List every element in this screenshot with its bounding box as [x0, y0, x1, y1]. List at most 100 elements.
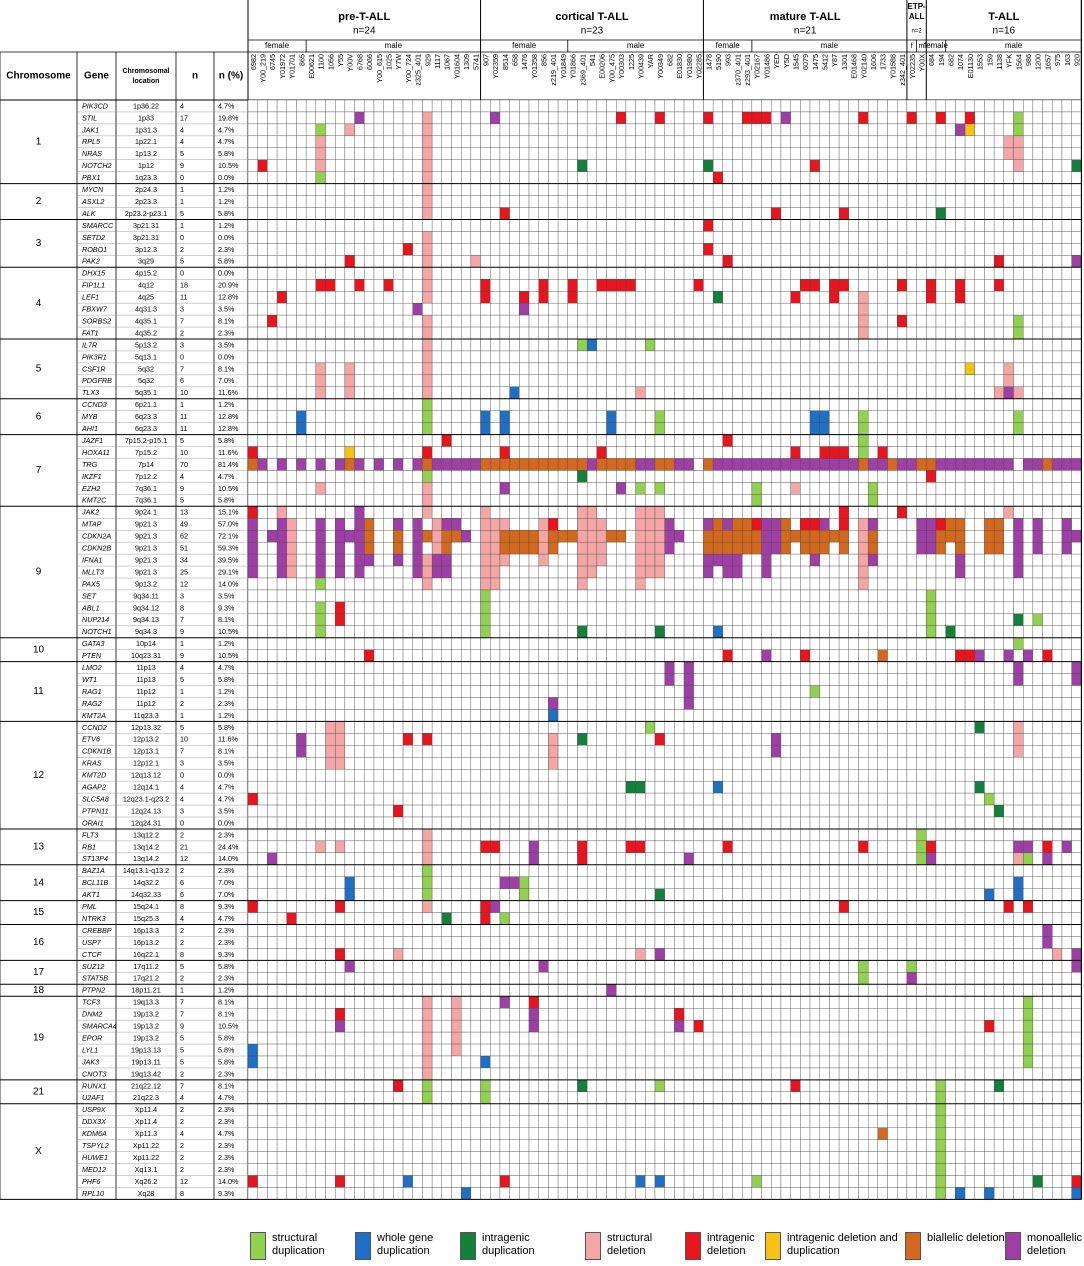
empty-cell [1061, 757, 1072, 770]
empty-cell [296, 219, 307, 232]
empty-cell [470, 326, 481, 340]
empty-cell [984, 745, 995, 758]
empty-cell [538, 697, 549, 710]
alteration-cell-monoallelic-deletion [393, 518, 404, 531]
empty-cell [412, 267, 423, 280]
empty-cell [383, 446, 394, 459]
empty-cell [780, 494, 791, 507]
empty-cell [712, 279, 723, 292]
empty-cell [742, 350, 753, 364]
empty-cell [257, 291, 268, 304]
empty-cell [693, 733, 704, 746]
empty-cell [722, 231, 733, 244]
empty-cell [1061, 601, 1072, 615]
empty-cell [1042, 171, 1053, 184]
empty-cell [732, 267, 743, 280]
empty-cell [819, 589, 830, 603]
alteration-cell-monoallelic-deletion [1032, 518, 1043, 531]
empty-cell [974, 685, 985, 698]
empty-cell [926, 99, 937, 113]
empty-cell [800, 314, 811, 328]
empty-cell [461, 302, 472, 316]
empty-cell [838, 494, 849, 507]
empty-cell [480, 267, 491, 280]
empty-cell [441, 494, 452, 507]
patient-id: 541 [588, 54, 597, 66]
empty-cell [838, 255, 849, 268]
empty-cell [441, 482, 452, 495]
empty-cell [344, 721, 355, 734]
empty-cell [393, 673, 404, 686]
empty-cell [1061, 386, 1072, 399]
empty-cell [625, 135, 636, 148]
empty-cell [567, 326, 578, 340]
empty-cell [344, 183, 355, 196]
empty-cell [664, 326, 675, 340]
empty-cell [490, 661, 501, 674]
empty-cell [984, 338, 995, 352]
empty-cell [267, 410, 278, 423]
empty-cell [616, 350, 627, 364]
empty-cell [829, 506, 840, 519]
empty-cell [606, 362, 617, 376]
empty-cell [267, 135, 278, 148]
empty-cell [1042, 470, 1053, 483]
empty-cell [964, 625, 975, 638]
empty-cell [819, 506, 830, 519]
empty-cell [616, 410, 627, 423]
empty-cell [557, 685, 568, 698]
empty-cell [519, 769, 530, 782]
empty-cell [761, 673, 772, 686]
empty-cell [383, 147, 394, 160]
empty-cell [1032, 314, 1043, 328]
empty-cell [800, 111, 811, 125]
empty-cell [683, 123, 694, 137]
empty-cell [964, 422, 975, 435]
group-n: n=23 [581, 26, 604, 37]
empty-cell [780, 231, 791, 244]
empty-cell [325, 482, 336, 495]
empty-cell [800, 625, 811, 638]
empty-cell [276, 302, 287, 316]
empty-cell [1052, 506, 1063, 519]
empty-cell [616, 231, 627, 244]
empty-cell [393, 757, 404, 770]
empty-cell [538, 302, 549, 316]
empty-cell [867, 733, 879, 746]
empty-cell [257, 302, 268, 316]
empty-cell [267, 231, 278, 244]
empty-cell [751, 553, 762, 567]
empty-cell [926, 506, 937, 519]
alteration-cell-intragenic-duplication [974, 721, 985, 734]
empty-cell [257, 374, 268, 387]
empty-cell [412, 446, 423, 459]
empty-cell [344, 147, 355, 160]
patient-id: 1606 [869, 54, 878, 70]
empty-cell [867, 123, 879, 137]
empty-cell [461, 350, 472, 364]
empty-cell [296, 553, 307, 567]
empty-cell [945, 673, 956, 686]
empty-cell [325, 350, 336, 364]
empty-cell [557, 362, 568, 376]
empty-cell [703, 637, 714, 650]
empty-cell [364, 255, 375, 268]
empty-cell [722, 362, 733, 376]
alteration-cell-intragenic-deletion [742, 111, 753, 125]
empty-cell [674, 434, 685, 447]
empty-cell [451, 410, 462, 423]
empty-cell [693, 350, 704, 364]
empty-cell [712, 565, 723, 579]
patient-id: 1200 [1034, 54, 1043, 70]
empty-cell [809, 565, 820, 579]
empty-cell [596, 135, 607, 148]
empty-cell [751, 422, 762, 435]
empty-cell [1003, 350, 1014, 364]
patient-id: 6066 [365, 54, 374, 70]
empty-cell [848, 171, 859, 184]
empty-cell [325, 565, 336, 579]
empty-cell [703, 733, 714, 746]
empty-cell [1071, 434, 1082, 447]
empty-cell [548, 494, 559, 507]
alteration-cell-monoallelic-deletion [373, 458, 384, 471]
